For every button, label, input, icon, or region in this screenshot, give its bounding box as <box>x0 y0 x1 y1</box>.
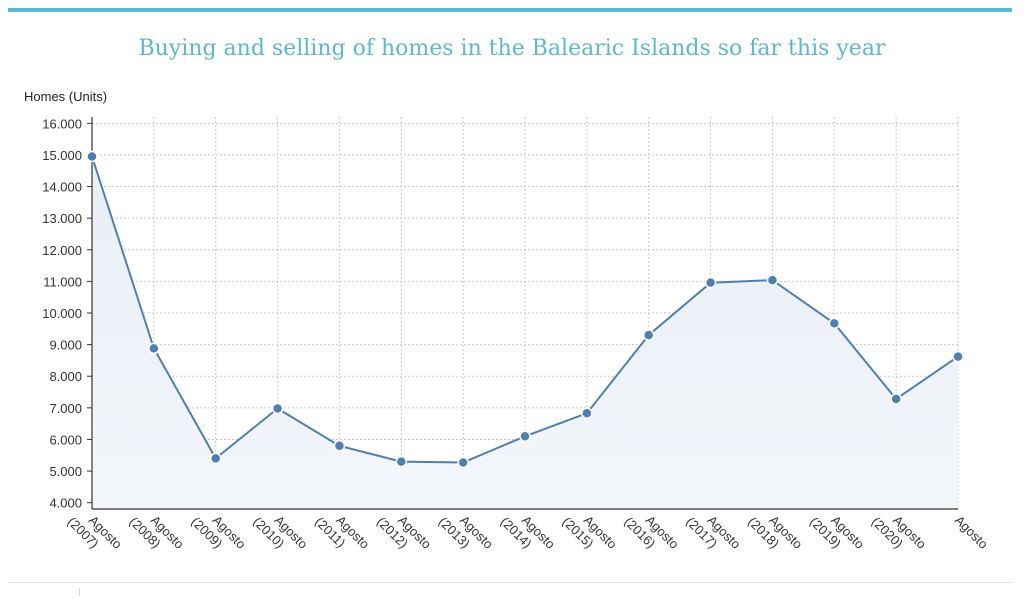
y-tick-label: 8.000 <box>49 369 82 384</box>
x-tick-labels: Agosto(2007) Agosto(2008) Agosto(2009) Agos… <box>65 503 991 563</box>
y-tick-label: 7.000 <box>49 401 82 416</box>
x-tick-label: Agosto(2011) <box>312 503 372 563</box>
data-point <box>148 342 160 355</box>
y-tick-label: 16.000 <box>42 116 82 131</box>
series-area <box>92 156 958 509</box>
data-point <box>209 452 222 465</box>
x-tick-label: Agosto(2018) <box>745 503 805 563</box>
y-tick-label: 15.000 <box>42 148 82 163</box>
y-axis-label: Homes (Units) <box>24 89 108 104</box>
x-tick-label: Agosto(2014) <box>498 503 558 563</box>
series-points <box>86 150 964 469</box>
area-fill <box>92 156 958 509</box>
x-tick-label: Agosto <box>952 513 991 552</box>
x-tick-label: Agosto(2016) <box>621 503 681 563</box>
data-point <box>890 393 902 405</box>
data-point <box>581 407 593 419</box>
y-tick-label: 6.000 <box>49 432 82 447</box>
x-tick-label: Agosto(2013) <box>436 503 496 563</box>
x-tick-label: Agosto(2015) <box>560 503 620 563</box>
data-point <box>457 456 469 469</box>
bottom-tick-mark <box>79 588 80 596</box>
data-point <box>952 350 964 363</box>
data-point <box>395 455 408 468</box>
chart-title: Buying and selling of homes in the Balea… <box>138 36 886 61</box>
x-tick-label: Agosto(2010) <box>250 503 310 563</box>
y-tick-label: 11.000 <box>43 274 82 289</box>
x-tick-label: Agosto(2019) <box>807 503 867 563</box>
y-tick-label: 9.000 <box>49 338 82 353</box>
data-point <box>766 274 779 286</box>
y-tick-label: 13.000 <box>42 211 82 226</box>
y-tick-label: 14.000 <box>42 180 82 195</box>
data-point <box>271 402 284 415</box>
x-tick-label: Agosto(2012) <box>374 503 434 563</box>
y-tick-labels: 4.000 5.000 6.000 7.000 8.000 9.000 10.000 11.0… <box>42 116 82 510</box>
data-point <box>828 317 841 330</box>
data-point <box>519 430 531 443</box>
top-accent-bar <box>8 8 1012 12</box>
x-tick-label: Agosto(2008) <box>127 503 187 563</box>
x-tick-label: Agosto(2007) <box>65 503 125 563</box>
y-tick-label: 12.000 <box>42 243 82 258</box>
x-tick-label: Agosto(2020) <box>869 503 929 563</box>
y-tick-label: 10.000 <box>42 306 82 321</box>
x-tick-label: Agosto(2017) <box>683 503 743 563</box>
data-point <box>704 276 717 289</box>
data-point <box>642 329 655 341</box>
data-point <box>86 150 98 163</box>
bottom-divider <box>8 582 1012 583</box>
data-point <box>333 440 346 452</box>
y-tick-label: 4.000 <box>49 496 82 511</box>
x-tick-label: Agosto(2009) <box>188 503 248 563</box>
y-tick-label: 5.000 <box>49 464 82 479</box>
